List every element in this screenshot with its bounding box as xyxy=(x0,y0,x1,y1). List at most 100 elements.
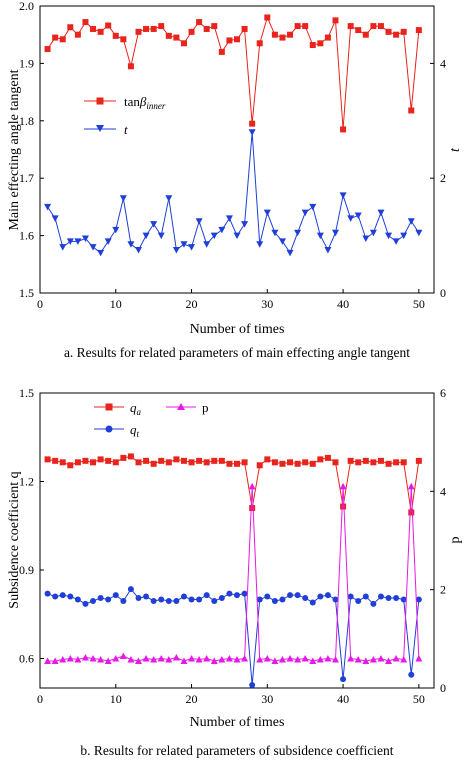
chart-b-point-qt-8 xyxy=(97,595,104,602)
chart-b-point-qt-47 xyxy=(393,595,400,602)
chart-b-point-p-7 xyxy=(89,655,97,662)
chart-b-point-qa-48 xyxy=(400,459,407,466)
chart-a-point-t-34 xyxy=(294,229,302,237)
chart-a-point-t-36 xyxy=(309,203,317,211)
chart-b-point-qa-5 xyxy=(74,459,81,466)
chart-b-point-qt-38 xyxy=(324,592,331,599)
chart-a-point-t-14 xyxy=(142,232,150,240)
chart-a-point-t-41 xyxy=(347,215,355,222)
chart-b-point-p-15 xyxy=(150,655,158,663)
chart-b-point-qa-25 xyxy=(226,460,233,467)
chart-a-point-tan-inner-18 xyxy=(173,34,180,41)
chart-a-point-tan-inner-25 xyxy=(226,37,233,44)
chart-a-point-tan-inner-20 xyxy=(188,28,195,35)
chart-a-point-tan-inner-36 xyxy=(309,42,316,49)
chart-a-point-tan-inner-40 xyxy=(340,126,347,133)
chart-a-point-t-23 xyxy=(210,232,218,240)
chart-b-point-qt-22 xyxy=(203,592,210,599)
chart-b-point-qa-20 xyxy=(188,459,195,466)
chart-b-point-qt-43 xyxy=(362,593,369,600)
chart-b-point-qa-45 xyxy=(377,457,384,464)
chart-b-ytick-label-0-6: 0.6 xyxy=(19,652,34,666)
legend-marker-t xyxy=(96,125,104,132)
chart-a-point-tan-inner-12 xyxy=(127,63,134,70)
chart-a-point-t-26 xyxy=(233,232,241,240)
chart-a-point-tan-inner-19 xyxy=(180,40,187,47)
chart-a-point-t-3 xyxy=(59,244,67,251)
chart-b-point-p-40 xyxy=(339,482,347,490)
chart-b-point-qa-34 xyxy=(294,460,301,467)
chart-b-point-p-26 xyxy=(233,655,241,663)
chart-b-ytick-label-0-9: 0.9 xyxy=(19,563,34,577)
chart-b-point-qt-7 xyxy=(90,597,97,604)
chart-a-point-tan-inner-23 xyxy=(211,23,218,30)
legend-marker-tan-beta-inner xyxy=(96,97,104,105)
chart-b-y2tick-label-0: 0 xyxy=(440,681,446,695)
chart-b-point-qt-37 xyxy=(317,593,324,600)
chart-b-point-qt-19 xyxy=(180,593,187,600)
chart-b-point-qt-20 xyxy=(188,596,195,603)
chart-b-point-p-41 xyxy=(347,655,355,662)
chart-a-point-t-43 xyxy=(362,235,370,242)
chart-b-point-qa-1 xyxy=(44,456,51,463)
chart-b-point-qa-2 xyxy=(52,457,59,464)
chart-a-point-tan-inner-47 xyxy=(393,31,400,38)
chart-a-ytick-label-2-0: 2.0 xyxy=(19,0,34,13)
chart-b-point-p-38 xyxy=(324,655,332,662)
chart-a-point-tan-inner-37 xyxy=(317,40,324,47)
chart-b-point-qt-31 xyxy=(271,597,278,604)
chart-a-point-tan-inner-48 xyxy=(400,28,407,35)
chart-a-point-t-46 xyxy=(385,232,393,240)
chart-b-point-qa-19 xyxy=(180,457,187,464)
chart-b-point-p-6 xyxy=(81,654,89,661)
chart-a-point-tan-inner-34 xyxy=(294,23,301,30)
chart-a-ytick-label-1-7: 1.7 xyxy=(19,171,34,185)
chart-b-point-qa-38 xyxy=(324,454,331,461)
chart-a-y2tick-label-4: 4 xyxy=(440,56,446,70)
chart-b-point-qa-43 xyxy=(362,457,369,464)
chart-b-point-p-19 xyxy=(180,657,188,664)
chart-a-series xyxy=(44,14,423,257)
chart-b-point-p-33 xyxy=(286,655,294,662)
chart-b-point-qt-46 xyxy=(385,595,392,602)
chart-a-point-tan-inner-2 xyxy=(52,34,59,41)
chart-a-point-t-39 xyxy=(332,229,339,237)
chart-b-point-p-31 xyxy=(271,657,279,664)
chart-b-point-qa-28 xyxy=(249,505,256,512)
chart-a-point-t-28 xyxy=(248,129,256,136)
chart-a-point-t-7 xyxy=(89,244,97,251)
chart-b-xtick-label-0: 0 xyxy=(37,692,43,706)
chart-a-point-tan-inner-41 xyxy=(347,23,354,30)
chart-a-point-t-32 xyxy=(278,238,286,245)
chart-a-ytick-label-1-9: 1.9 xyxy=(19,56,34,70)
chart-a-point-tan-inner-27 xyxy=(241,25,248,32)
chart-b-point-qa-17 xyxy=(165,459,172,466)
chart-b-point-p-32 xyxy=(278,655,286,663)
chart-a-point-t-50 xyxy=(415,229,423,237)
chart-b-point-qt-21 xyxy=(196,596,203,603)
chart-b-frame xyxy=(39,392,435,689)
chart-b-point-qa-46 xyxy=(385,460,392,467)
chart-b-ytick-label-1-2: 1.2 xyxy=(19,475,34,489)
chart-b-point-qt-23 xyxy=(211,597,218,604)
chart-b-series-qa xyxy=(44,453,422,516)
chart-b-point-qa-14 xyxy=(143,457,150,464)
chart-a-point-t-29 xyxy=(256,241,264,248)
chart-b-point-qa-27 xyxy=(241,459,248,466)
chart-b-point-qa-24 xyxy=(218,457,225,464)
chart-b-point-qa-6 xyxy=(82,457,89,464)
chart-b-series-line-p xyxy=(47,486,420,662)
chart-b-point-p-50 xyxy=(415,655,423,662)
chart-b-point-qa-37 xyxy=(317,456,324,463)
chart-b-point-qt-12 xyxy=(127,586,134,593)
chart-a-point-t-22 xyxy=(203,241,211,248)
chart-b-point-p-27 xyxy=(241,655,249,662)
chart-a-point-tan-inner-4 xyxy=(67,24,74,31)
chart-a: 0 10 20 30 40 50 1.5 1.6 1.7 1.8 1.9 2.0 0 2 4 tanβinn… xyxy=(7,0,463,360)
chart-b-point-qa-33 xyxy=(287,459,294,466)
chart-a-point-t-1 xyxy=(44,203,52,211)
chart-a-point-t-45 xyxy=(377,209,385,217)
legend-label-qt: qt xyxy=(130,422,140,439)
chart-b-y2tick-label-4: 4 xyxy=(440,484,446,498)
legend-label-p: p xyxy=(202,400,209,415)
